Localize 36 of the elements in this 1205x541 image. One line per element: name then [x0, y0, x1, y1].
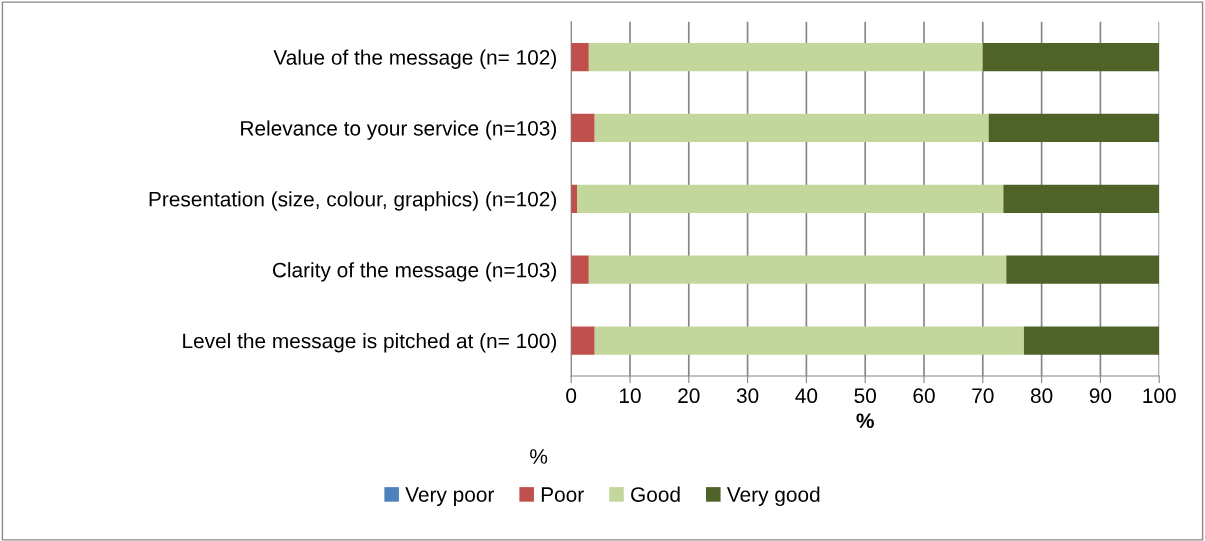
x-tick-label: 40: [795, 388, 818, 404]
bar: [577, 184, 1004, 213]
x-tick-label: 90: [1089, 388, 1112, 404]
y-tick-label: Level the message is pitched at (n= 100): [183, 333, 557, 353]
x-tick-label: 60: [913, 388, 935, 404]
x-tick-label: 20: [678, 388, 700, 404]
bar: [594, 326, 1024, 355]
legend-label: Poor: [541, 487, 584, 502]
x-tick-label: 70: [972, 388, 994, 404]
text: %: [530, 449, 548, 464]
bar: [588, 42, 983, 72]
bar: [571, 42, 589, 72]
x-tick-label: 30: [736, 388, 759, 404]
bar: [594, 113, 989, 143]
x-tick-label: 0: [566, 388, 577, 404]
bar: [1023, 326, 1160, 355]
bar: [1006, 255, 1160, 284]
bar: [571, 326, 595, 355]
x-tick-label: 100: [1143, 388, 1176, 404]
legend-label: Very good: [726, 486, 820, 507]
bar: [982, 42, 1160, 72]
y-tick-label: Value of the message (n= 102): [273, 49, 557, 69]
legend-label: Good: [631, 486, 680, 502]
bar: [588, 255, 1007, 284]
bar: [571, 113, 595, 143]
bar: [571, 255, 589, 284]
bar: [1003, 184, 1160, 213]
x-axis-title: %: [856, 413, 874, 429]
y-tick-label: Relevance to your service (n=103): [241, 120, 557, 140]
y-tick-label: Clarity of the message (n=103): [272, 262, 557, 282]
x-tick-label: 50: [854, 388, 876, 404]
legend-label: Very poor: [405, 487, 495, 507]
x-tick-label: 80: [1030, 388, 1053, 404]
x-tick-label: 10: [619, 388, 641, 404]
y-tick-label: Presentation (size, colour, graphics) (n=102): [149, 191, 557, 211]
bar: [988, 113, 1160, 143]
